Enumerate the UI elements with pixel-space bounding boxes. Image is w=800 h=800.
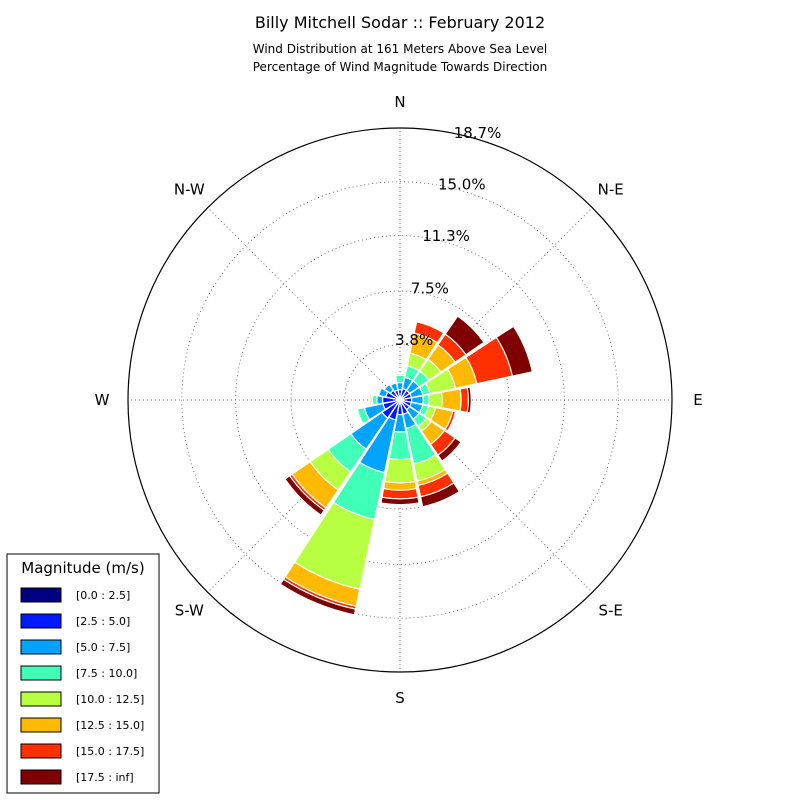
- bar-sse-bin-8: [419, 482, 461, 508]
- chart-subtitle-line-1: Wind Distribution at 161 Meters Above Se…: [253, 42, 548, 56]
- ring-label-4: 15.0%: [438, 175, 486, 193]
- legend-swatch-7: [20, 743, 62, 759]
- ring-label-1: 3.8%: [395, 331, 433, 349]
- wind-bars: [279, 315, 534, 616]
- chart-title: Billy Mitchell Sodar :: February 2012: [255, 13, 545, 32]
- bar-e-bin-5: [427, 391, 443, 409]
- legend-label-2: [2.5 : 5.0]: [76, 615, 130, 628]
- ring-label-5: 18.7%: [454, 124, 502, 142]
- polar-outline: [127, 127, 673, 673]
- legend-label-8: [17.5 : inf]: [76, 771, 134, 784]
- direction-label-n-e: N-E: [598, 180, 624, 198]
- legend-label-6: [12.5 : 15.0]: [76, 719, 144, 732]
- direction-label-e: E: [693, 391, 702, 409]
- grid-spoke-2: [399, 207, 593, 401]
- bar-s-bin-7: [381, 487, 419, 500]
- direction-label-s-w: S-W: [175, 602, 204, 620]
- bar-nnw-bin-3: [389, 382, 399, 393]
- legend-swatch-2: [20, 613, 62, 629]
- bar-n-bin-5: [394, 373, 406, 377]
- bar-ne-bin-8: [444, 315, 485, 356]
- legend-label-7: [15.0 : 17.5]: [76, 745, 144, 758]
- bar-ene-bin-8: [495, 325, 534, 377]
- legend-swatch-8: [20, 769, 62, 785]
- grid-ring-2: [290, 290, 510, 510]
- bar-w-bin-3: [376, 395, 384, 405]
- legend-swatch-5: [20, 691, 62, 707]
- bar-e-bin-8: [466, 386, 472, 414]
- legend-swatch-3: [20, 639, 62, 655]
- bar-wnw-bin-3: [377, 387, 389, 398]
- bar-nw-bin-3: [383, 383, 395, 395]
- bar-ese-bin-7: [444, 410, 457, 432]
- direction-labels: N N-E E S-E S S-W W N-W: [95, 93, 703, 707]
- bar-sw-bin-8: [284, 474, 326, 516]
- bar-e-bin-7: [459, 386, 469, 414]
- bar-s-bin-8: [380, 496, 420, 506]
- direction-label-s-e: S-E: [599, 602, 623, 620]
- direction-label-w: W: [95, 391, 110, 409]
- legend-items: [0.0 : 2.5] [2.5 : 5.0] [5.0 : 7.5] [7.5 : …: [20, 587, 144, 785]
- legend-swatch-6: [20, 717, 62, 733]
- bar-w-bin-6: [368, 393, 373, 407]
- bar-wsw-bin-4: [356, 406, 371, 425]
- ring-labels: 3.8% 7.5% 11.3% 15.0% 18.7%: [395, 124, 501, 349]
- bar-ssw-bin-8: [279, 578, 357, 616]
- legend-label-5: [10.0 : 12.5]: [76, 693, 144, 706]
- bar-nne-bin-7: [413, 321, 445, 344]
- direction-label-s: S: [395, 689, 405, 707]
- ring-label-3: 11.3%: [422, 227, 470, 245]
- bar-se-bin-8: [437, 437, 462, 462]
- bar-e-bin-4: [422, 393, 430, 407]
- legend-swatch-4: [20, 665, 62, 681]
- bar-n-bin-4: [394, 374, 406, 384]
- legend-swatch-1: [20, 587, 62, 603]
- grid-spoke-8: [207, 207, 401, 401]
- ring-label-2: 7.5%: [411, 280, 449, 298]
- legend-label-3: [5.0 : 7.5]: [76, 641, 130, 654]
- grid-ring-4: [181, 181, 619, 619]
- bar-e-bin-6: [440, 388, 462, 412]
- bar-s-bin-5: [384, 457, 416, 484]
- direction-label-n: N: [394, 93, 405, 111]
- direction-label-n-w: N-W: [174, 180, 205, 198]
- grid-spoke-4: [399, 399, 593, 593]
- legend-label-1: [0.0 : 2.5]: [76, 589, 130, 602]
- legend-title: Magnitude (m/s): [21, 559, 144, 577]
- legend-label-4: [7.5 : 10.0]: [76, 667, 137, 680]
- chart-subtitle-line-2: Percentage of Wind Magnitude Towards Dir…: [253, 60, 547, 74]
- legend: Magnitude (m/s) [0.0 : 2.5] [2.5 : 5.0] [5…: [6, 553, 160, 794]
